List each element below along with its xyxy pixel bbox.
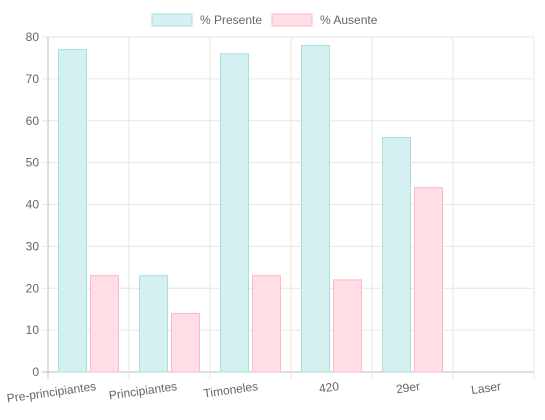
bar-presente[interactable] — [301, 44, 330, 373]
bar-ausente[interactable] — [252, 275, 281, 373]
x-tick-label: 29er — [395, 379, 421, 396]
bar-ausente[interactable] — [414, 187, 443, 373]
legend-label[interactable]: % Ausente — [320, 13, 378, 27]
y-tick-label: 30 — [26, 239, 40, 253]
x-tick-label: Principiantes — [108, 379, 178, 402]
bar-presente[interactable] — [220, 53, 249, 373]
y-tick-label: 50 — [26, 156, 40, 170]
y-tick-label: 70 — [26, 72, 40, 86]
legend-swatch[interactable] — [151, 13, 193, 27]
y-tick-label: 80 — [26, 30, 40, 44]
bar-presente[interactable] — [139, 275, 168, 373]
x-tick-label: Timoneles — [203, 379, 259, 401]
legend: % Presente % Ausente — [151, 13, 378, 27]
bar-ausente[interactable] — [171, 312, 200, 373]
bar-presente[interactable] — [382, 137, 411, 373]
bar-ausente[interactable] — [333, 279, 362, 373]
y-tick-label: 0 — [32, 365, 39, 379]
y-tick-label: 10 — [26, 323, 40, 337]
y-tick-label: 40 — [26, 198, 40, 212]
x-tick-label: Pre-principiantes — [6, 379, 97, 405]
grid — [42, 36, 535, 379]
y-axis: 0 10 20 30 40 50 60 70 80 — [26, 30, 40, 379]
legend-label[interactable]: % Presente — [200, 13, 262, 27]
x-axis: Pre-principiantes Principiantes Timoneles 4… — [6, 379, 502, 405]
y-tick-label: 20 — [26, 281, 40, 295]
x-tick-label: 420 — [318, 379, 340, 396]
x-tick-label: Laser — [470, 379, 502, 397]
bar-ausente[interactable] — [90, 275, 119, 373]
y-tick-label: 60 — [26, 114, 40, 128]
bar-presente[interactable] — [58, 49, 87, 373]
bars — [58, 44, 443, 373]
legend-swatch[interactable] — [271, 13, 313, 27]
